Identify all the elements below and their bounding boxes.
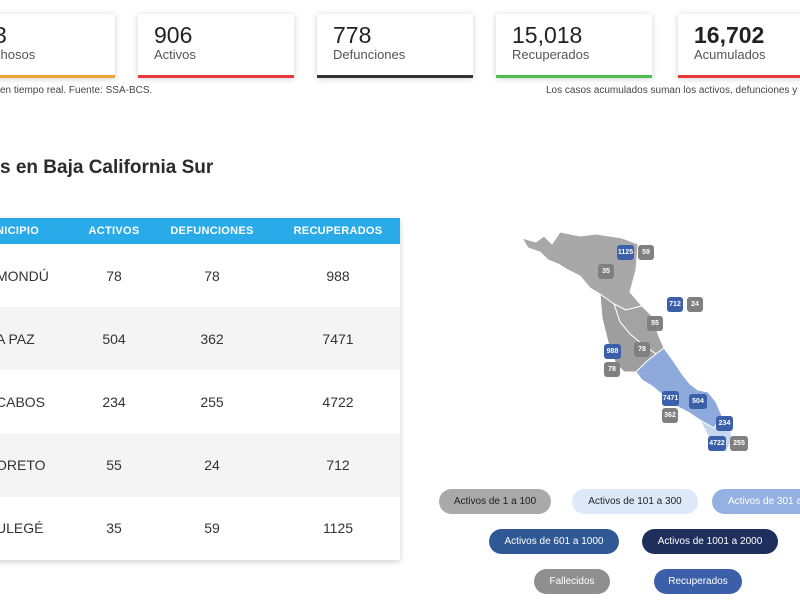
cell-recuperados: 4722 <box>322 393 354 410</box>
card-accent-bar <box>0 75 115 78</box>
table-header-row: NICIPIO ACTIVOS DEFUNCIONES RECUPERADOS <box>0 218 400 244</box>
municipios-table: NICIPIO ACTIVOS DEFUNCIONES RECUPERADOS … <box>0 218 400 560</box>
card-accent-bar <box>678 75 800 78</box>
card-label: Acumulados <box>694 47 766 62</box>
column-header-defunciones: DEFUNCIONES <box>170 225 254 237</box>
cell-activos: 234 <box>102 393 126 410</box>
marker-activos: 35 <box>598 264 614 279</box>
legend-activos-601-1000[interactable]: Activos de 601 a 1000 <box>489 529 619 554</box>
region-mulege <box>520 231 643 311</box>
column-header-activos: ACTIVOS <box>88 225 140 237</box>
legend-activos-101-300[interactable]: Activos de 101 a 300 <box>572 489 698 514</box>
card-acumulados: 16,702 Acumulados <box>678 14 800 78</box>
card-label: Activos <box>154 47 196 62</box>
card-accent-bar <box>317 75 473 78</box>
cell-municipio: ORETO <box>0 457 46 474</box>
legend-activos-301[interactable]: Activos de 301 a <box>712 489 800 514</box>
cell-defunciones: 78 <box>204 267 220 284</box>
column-header-recuperados: RECUPERADOS <box>293 225 383 237</box>
card-value: 15,018 <box>512 22 583 48</box>
marker-fallecidos: 24 <box>687 297 703 312</box>
cell-activos: 55 <box>106 457 122 474</box>
card-label: Defunciones <box>333 47 406 62</box>
marker-activos: 234 <box>716 416 733 431</box>
cell-municipio: A PAZ <box>0 330 35 347</box>
cell-activos: 78 <box>106 267 122 284</box>
legend-activos-1001-2000[interactable]: Activos de 1001 a 2000 <box>642 529 778 554</box>
cell-recuperados: 1125 <box>322 520 354 537</box>
cell-activos: 35 <box>106 520 122 537</box>
cell-recuperados: 7471 <box>322 330 354 347</box>
accumulated-note: Los casos acumulados suman los activos, … <box>546 85 800 96</box>
table-row: CABOS 234 255 4722 <box>0 370 400 433</box>
cell-defunciones: 362 <box>200 330 224 347</box>
marker-activos: 504 <box>689 394 707 409</box>
cell-activos: 504 <box>102 330 126 347</box>
source-note: en tiempo real. Fuente: SSA-BCS. <box>0 85 153 96</box>
table-row: ORETO 55 24 712 <box>0 433 400 497</box>
region-la-paz <box>635 347 723 429</box>
marker-recuperados: 7471 <box>662 391 679 406</box>
cell-municipio: CABOS <box>0 393 46 410</box>
marker-fallecidos: 362 <box>662 408 678 423</box>
legend-recuperados[interactable]: Recuperados <box>654 569 742 594</box>
card-accent-bar <box>138 75 294 78</box>
marker-recuperados: 4722 <box>708 436 726 451</box>
legend-activos-1-100[interactable]: Activos de 1 a 100 <box>439 489 551 514</box>
table-row: MONDÚ 78 78 988 <box>0 244 400 307</box>
section-heading: s en Baja California Sur <box>0 157 214 178</box>
marker-recuperados: 988 <box>604 344 621 359</box>
marker-recuperados: 712 <box>667 297 683 312</box>
card-value: 16,702 <box>694 22 765 48</box>
card-label: Recuperados <box>512 47 590 62</box>
card-confirmados: 3 chosos <box>0 14 115 78</box>
cell-recuperados: 712 <box>326 457 350 474</box>
column-header-municipio: NICIPIO <box>0 225 40 237</box>
cell-municipio: MONDÚ <box>0 267 49 284</box>
legend-fallecidos[interactable]: Fallecidos <box>534 569 610 594</box>
marker-fallecidos: 78 <box>604 362 620 377</box>
marker-activos: 55 <box>647 316 663 331</box>
table-row: ULEGÉ 35 59 1125 <box>0 497 400 560</box>
marker-fallecidos: 255 <box>730 436 748 451</box>
cell-defunciones: 24 <box>204 457 220 474</box>
card-value: 3 <box>0 22 7 48</box>
baja-california-sur-map: 1125 59 35 712 24 55 988 78 78 7471 504 … <box>518 230 758 465</box>
card-label: chosos <box>0 47 36 62</box>
card-value: 778 <box>333 22 372 48</box>
card-recuperados: 15,018 Recuperados <box>496 14 652 78</box>
cell-defunciones: 255 <box>200 393 224 410</box>
cell-municipio: ULEGÉ <box>0 520 44 537</box>
card-accent-bar <box>496 75 652 78</box>
card-defunciones: 778 Defunciones <box>317 14 473 78</box>
card-value: 906 <box>154 22 193 48</box>
table-row: A PAZ 504 362 7471 <box>0 307 400 371</box>
marker-activos: 78 <box>634 342 650 357</box>
marker-fallecidos: 59 <box>638 245 654 260</box>
cell-recuperados: 988 <box>326 267 350 284</box>
marker-recuperados: 1125 <box>617 245 634 260</box>
cell-defunciones: 59 <box>204 520 220 537</box>
card-activos: 906 Activos <box>138 14 294 78</box>
